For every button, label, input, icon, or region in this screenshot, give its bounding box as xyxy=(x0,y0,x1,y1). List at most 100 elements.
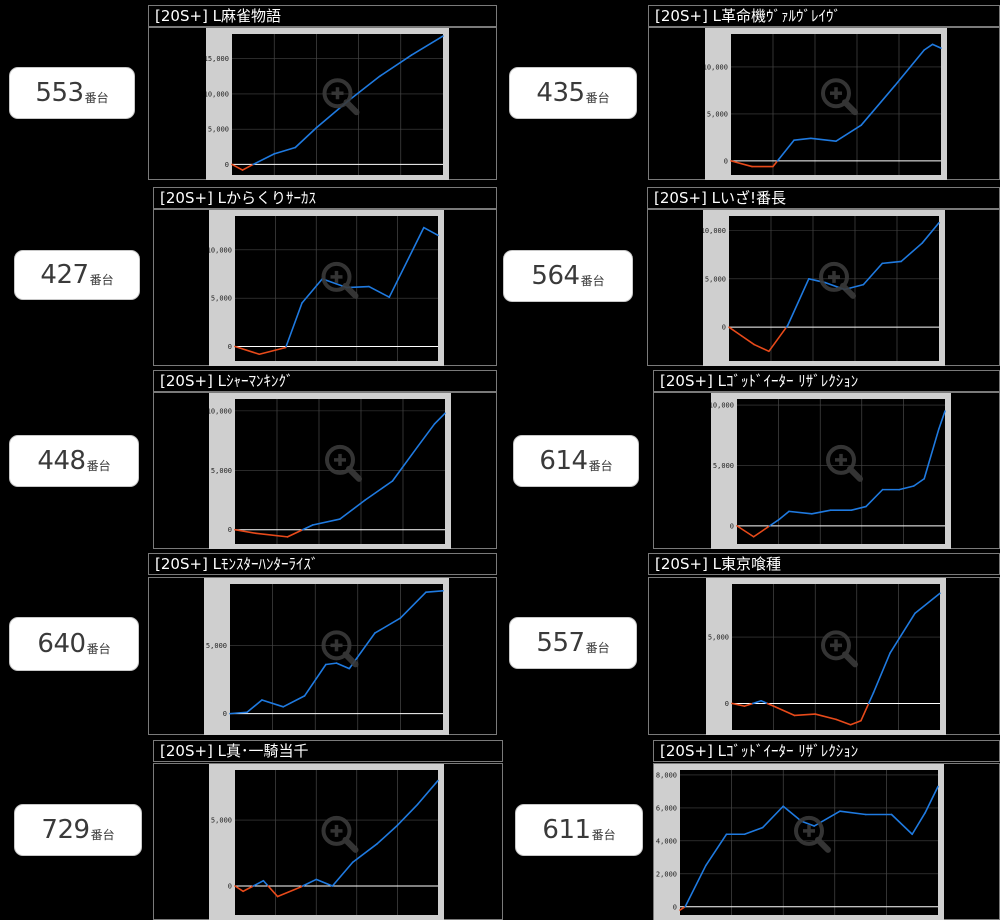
unit-suffix: 番台 xyxy=(84,91,109,105)
machine-title[interactable]: [20S+] L真･一騎当千 xyxy=(153,740,503,762)
unit-number-badge[interactable]: 564 番台 xyxy=(503,250,633,302)
series-segment-negative xyxy=(793,713,816,717)
series-segment-negative xyxy=(242,885,255,893)
unit-number-badge[interactable]: 640 番台 xyxy=(9,617,139,671)
series-segment-negative xyxy=(772,160,779,168)
series-segment-positive xyxy=(684,864,707,908)
series-segment-positive xyxy=(923,428,940,480)
series-segment-positive xyxy=(416,779,439,806)
series-segment-positive xyxy=(776,139,795,162)
y-tick-label: 0 xyxy=(730,522,734,530)
y-tick-label: 0 xyxy=(673,903,677,911)
magnifier-plus-icon[interactable] xyxy=(821,630,858,668)
unit-number-badge[interactable]: 611 番台 xyxy=(515,804,643,856)
machine-title[interactable]: [20S+] L東京喰種 xyxy=(648,553,1000,575)
magnifier-plus-icon[interactable] xyxy=(321,261,359,299)
unit-suffix: 番台 xyxy=(89,273,114,287)
unit-number-badge[interactable]: 614 番台 xyxy=(513,435,639,487)
graph-frame[interactable]: 10,000 5,000 0 xyxy=(648,27,1000,180)
y-tick-label: 5,000 xyxy=(708,634,729,642)
series-segment-positive xyxy=(889,612,916,654)
machine-title[interactable]: [20S+] Lからくりｻｰｶｽ xyxy=(153,187,497,209)
unit-number-badge[interactable]: 729 番台 xyxy=(14,804,142,856)
y-tick-label: 6,000 xyxy=(656,804,677,812)
machine-panel: 564 番台 [20S+] Lいざ!番長 10,000 5,000 0 xyxy=(503,184,1000,366)
series-segment-positive xyxy=(416,423,436,448)
unit-suffix: 番台 xyxy=(86,642,111,656)
magnifier-plus-icon[interactable] xyxy=(821,78,858,116)
series-segment-positive xyxy=(282,695,306,708)
y-tick-label: 0 xyxy=(722,324,726,332)
unit-number-badge[interactable]: 427 番台 xyxy=(14,250,140,300)
unit-number-badge[interactable]: 553 番台 xyxy=(9,67,135,119)
series-segment-positive xyxy=(376,824,399,845)
line-chart: 10,000 5,000 0 xyxy=(705,34,942,175)
series-segment-positive xyxy=(273,146,297,155)
series-segment-negative xyxy=(679,905,686,911)
unit-suffix: 番台 xyxy=(585,91,610,105)
series-segment-positive xyxy=(850,505,867,511)
line-chart: 10,000 5,000 0 xyxy=(209,399,446,544)
magnifier-plus-icon[interactable] xyxy=(325,444,362,482)
series-segment-negative xyxy=(835,718,852,726)
y-tick-label: 10,000 xyxy=(206,90,229,98)
unit-suffix: 番台 xyxy=(585,641,610,655)
magnifier-plus-icon[interactable] xyxy=(321,630,359,668)
machine-title[interactable]: [20S+] Lﾓﾝｽﾀｰﾊﾝﾀｰﾗｲｽﾞ xyxy=(148,553,497,575)
magnifier-plus-icon[interactable] xyxy=(794,815,831,853)
machine-title[interactable]: [20S+] Lｺﾞｯﾄﾞｲｰﾀｰ ﾘｻﾞﾚｸｼｮﾝ xyxy=(653,740,1000,762)
unit-number-badge[interactable]: 435 番台 xyxy=(509,67,637,119)
graph-frame[interactable]: 5,000 0 xyxy=(148,577,497,735)
graph-frame[interactable]: 10,000 5,000 0 xyxy=(153,392,497,549)
series-segment-positive xyxy=(788,510,813,515)
machine-panel: 611 番台 [20S+] Lｺﾞｯﾄﾞｲｰﾀｰ ﾘｻﾞﾚｸｼｮﾝ 8,000 6,… xyxy=(506,738,1000,920)
series-segment-positive xyxy=(262,879,269,887)
line-chart: 5,000 0 xyxy=(708,584,941,730)
machine-title[interactable]: [20S+] Lｼｬｰﾏﾝｷﾝｸﾞ xyxy=(153,370,497,392)
series-segment-positive xyxy=(751,700,762,705)
series-segment-negative xyxy=(241,163,254,171)
machine-title[interactable]: [20S+] Lいざ!番長 xyxy=(647,187,1000,209)
machine-title[interactable]: [20S+] L革命機ｳﾞｧﾙｳﾞﾚｲｳﾞ xyxy=(648,5,1000,27)
series-segment-positive xyxy=(252,153,275,166)
magnifier-plus-icon[interactable] xyxy=(322,78,360,116)
series-segment-positive xyxy=(743,826,764,836)
graph-frame[interactable]: 10,000 5,000 0 xyxy=(647,209,1000,366)
graph-frame[interactable]: 10,000 5,000 0 xyxy=(153,209,497,366)
graph-frame[interactable]: 5,000 0 xyxy=(153,763,503,920)
series-segment-negative xyxy=(814,713,837,721)
graph-frame[interactable]: 8,000 6,000 4,000 2,000 0 xyxy=(653,763,1000,920)
unit-number: 553 xyxy=(35,78,84,108)
unit-suffix: 番台 xyxy=(86,459,111,473)
magnifier-plus-icon[interactable] xyxy=(321,815,359,853)
series-segment-positive xyxy=(900,242,923,263)
series-segment-positive xyxy=(914,592,941,615)
y-tick-label: 2,000 xyxy=(656,870,677,878)
y-tick-label: 5,000 xyxy=(705,275,726,283)
unit-number: 564 xyxy=(531,261,580,291)
series-segment-negative xyxy=(849,719,862,726)
machine-title[interactable]: [20S+] Lｺﾞｯﾄﾞｲｰﾀｰ ﾘｻﾞﾚｸｼｮﾝ xyxy=(653,370,1000,392)
magnifier-plus-icon[interactable] xyxy=(826,444,863,482)
series-segment-positive xyxy=(246,699,263,714)
y-tick-label: 5,000 xyxy=(211,295,232,303)
series-segment-positive xyxy=(285,302,303,348)
series-segment-positive xyxy=(811,509,832,515)
graph-frame[interactable]: 5,000 0 xyxy=(648,577,1000,735)
graph-frame[interactable]: 10,000 5,000 0 xyxy=(653,392,1000,549)
unit-number-badge[interactable]: 557 番台 xyxy=(509,617,637,669)
series-segment-positive xyxy=(787,278,810,327)
series-segment-positive xyxy=(396,803,419,827)
machine-title[interactable]: [20S+] L麻雀物語 xyxy=(148,5,497,27)
y-tick-label: 0 xyxy=(724,157,728,165)
unit-number-badge[interactable]: 448 番台 xyxy=(9,435,139,487)
y-tick-label: 5,000 xyxy=(211,817,232,825)
line-chart: 5,000 0 xyxy=(211,770,439,915)
graph-area: 15,000 10,000 5,000 0 xyxy=(206,28,449,180)
series-segment-positive xyxy=(782,805,803,822)
graph-area: 10,000 5,000 0 xyxy=(703,210,945,366)
magnifier-plus-icon[interactable] xyxy=(819,261,856,299)
graph-frame[interactable]: 15,000 10,000 5,000 0 xyxy=(148,27,497,180)
series-segment-negative xyxy=(234,885,244,893)
series-segment-negative xyxy=(258,346,287,356)
